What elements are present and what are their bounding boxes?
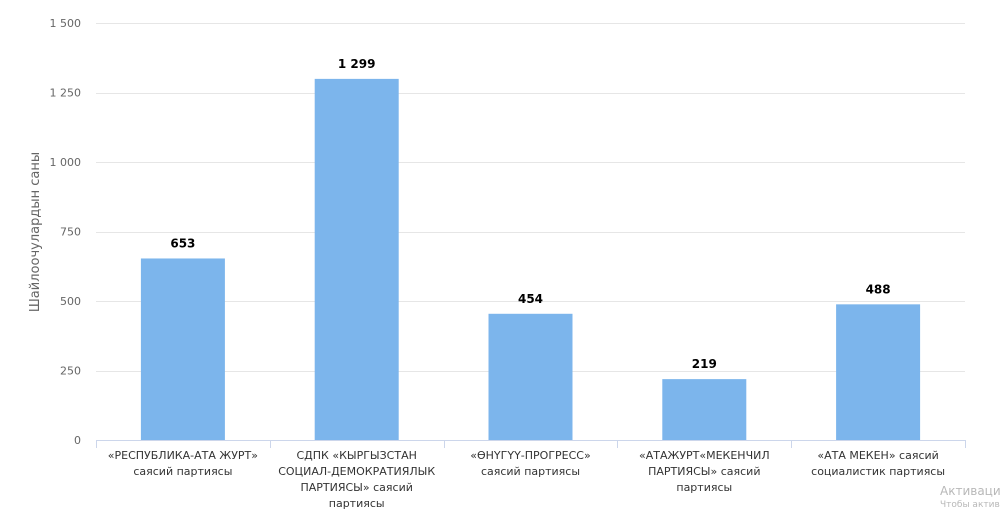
y-tick-label: 1 000 — [50, 156, 82, 169]
x-category-label: «АТА МЕКЕН» саясий социалистик партиясы — [811, 449, 946, 478]
data-label: 219 — [692, 357, 717, 371]
bar — [836, 304, 921, 440]
y-axis-ticks: 0 250 500 750 1 000 1 250 1 500 — [50, 17, 82, 447]
x-category-label: «РЕСПУБЛИКА-АТА ЖУРТ» саясий партиясы — [107, 449, 258, 478]
y-tick-label: 0 — [74, 434, 81, 447]
watermark-line1: Активаци — [940, 484, 1000, 498]
data-label: 488 — [866, 282, 891, 296]
data-label: 454 — [518, 292, 543, 306]
watermark-line2: Чтобы активи — [940, 500, 1000, 510]
data-label: 1 299 — [338, 57, 376, 71]
data-labels: 653 1 299 454 219 488 — [170, 57, 890, 371]
y-axis-label: Шайлоочулардын саны — [28, 152, 43, 312]
y-tick-label: 500 — [60, 295, 81, 308]
bar — [488, 313, 573, 440]
x-axis — [96, 440, 966, 448]
x-category-label: СДПК «КЫРГЫЗСТАН СОЦИАЛ-ДЕМОКРАТИЯЛЫК ПА… — [278, 449, 436, 510]
bar — [662, 379, 747, 440]
bars — [140, 78, 921, 441]
y-tick-label: 1 250 — [50, 87, 82, 100]
x-category-label: «ӨНҮГҮҮ-ПРОГРЕСС» саясий партиясы — [470, 449, 591, 478]
bar — [314, 78, 399, 441]
x-category-label: «АТАЖУРТ«МЕКЕНЧИЛ ПАРТИЯСЫ» саясий парти… — [638, 449, 770, 494]
y-tick-label: 250 — [60, 365, 81, 378]
gridlines — [96, 23, 965, 372]
data-label: 653 — [170, 236, 195, 250]
y-tick-label: 750 — [60, 226, 81, 239]
bar — [140, 258, 225, 440]
y-tick-label: 1 500 — [50, 17, 82, 30]
